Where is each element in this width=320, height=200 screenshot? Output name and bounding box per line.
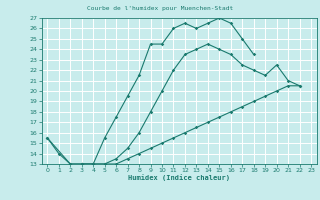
- Text: Courbe de l'humidex pour Muenchen-Stadt: Courbe de l'humidex pour Muenchen-Stadt: [87, 6, 233, 11]
- X-axis label: Humidex (Indice chaleur): Humidex (Indice chaleur): [128, 175, 230, 181]
